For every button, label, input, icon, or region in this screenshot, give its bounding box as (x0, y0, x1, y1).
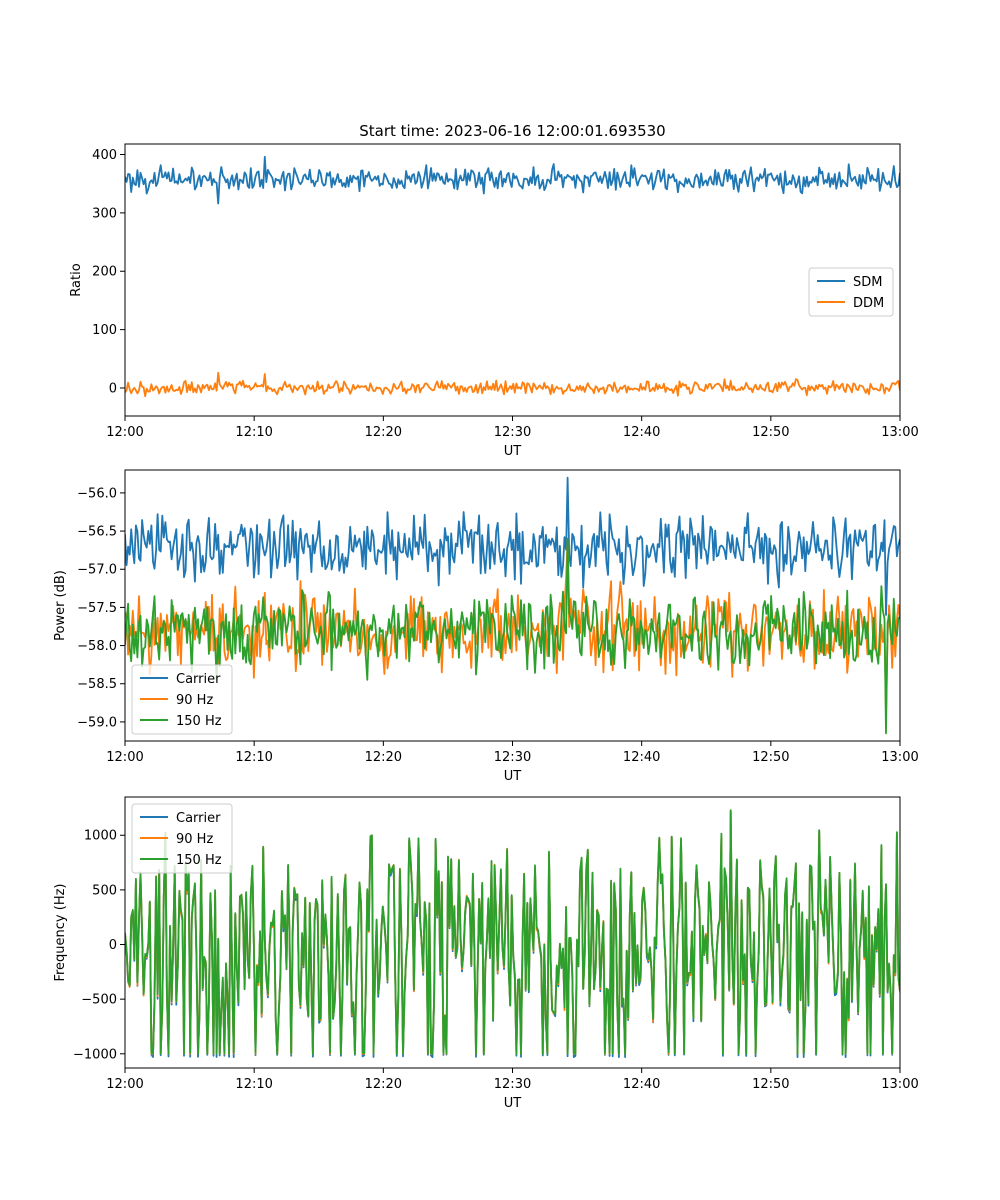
y-tick-label: −57.0 (77, 563, 117, 578)
x-tick-label: 13:00 (881, 1077, 918, 1092)
y-tick-label: 100 (92, 323, 117, 338)
x-tick-label: 12:00 (106, 425, 143, 440)
x-tick-label: 13:00 (881, 750, 918, 765)
y-tick-label: 400 (92, 148, 117, 163)
x-tick-label: 12:50 (752, 425, 789, 440)
y-tick-label: 500 (92, 883, 117, 898)
x-tick-label: 12:30 (494, 1077, 531, 1092)
series-line (125, 371, 900, 398)
x-tick-label: 12:30 (494, 425, 531, 440)
x-tick-label: 12:10 (235, 750, 272, 765)
y-tick-label: −56.0 (77, 486, 117, 501)
legend: Carrier 90 Hz 150 Hz (131, 664, 233, 735)
y-tick-label: −58.0 (77, 639, 117, 654)
y-tick-label: −500 (81, 993, 117, 1008)
x-tick-label: 12:20 (365, 750, 402, 765)
legend-label: 150 Hz (176, 853, 222, 868)
legend: SDM DDM (808, 267, 894, 317)
y-tick-label: 1000 (84, 829, 117, 844)
series-line (125, 155, 900, 205)
series-group (125, 476, 900, 735)
y-axis-label: Ratio (69, 263, 84, 296)
series-line (125, 537, 900, 719)
y-tick-label: 200 (92, 265, 117, 280)
legend-label: 90 Hz (176, 832, 213, 847)
chart-panel: 12:00 12:10 12:20 12:30 12:40 12:50 13:00 UT −59… (53, 469, 919, 784)
legend-box (131, 803, 233, 874)
x-tick-label: 12:10 (235, 425, 272, 440)
y-tick-label: −59.0 (77, 715, 117, 730)
y-tick-label: −1000 (73, 1047, 117, 1062)
x-tick-label: 12:00 (106, 1077, 143, 1092)
x-tick-label: 12:40 (623, 425, 660, 440)
y-tick-label: 300 (92, 206, 117, 221)
x-tick-label: 12:00 (106, 750, 143, 765)
series-group (125, 809, 900, 1058)
x-axis-label: UT (504, 1096, 522, 1111)
legend-label: Carrier (176, 811, 221, 826)
chart-panels: 12:00 12:10 12:20 12:30 12:40 12:50 13:00 UT 0 10… (53, 143, 919, 1111)
x-tick-label: 12:10 (235, 1077, 272, 1092)
series-line (125, 476, 900, 616)
legend-label: DDM (853, 296, 884, 311)
series-group (125, 155, 900, 398)
series-line (125, 537, 900, 735)
y-axis-label: Power (dB) (53, 570, 68, 641)
y-tick-label: −57.5 (77, 601, 117, 616)
x-tick-label: 12:20 (365, 425, 402, 440)
y-tick-label: 0 (109, 938, 117, 953)
x-tick-label: 12:50 (752, 750, 789, 765)
figure-title: Start time: 2023-06-16 12:00:01.693530 (359, 122, 665, 140)
legend: Carrier 90 Hz 150 Hz (131, 803, 233, 874)
x-tick-label: 12:20 (365, 1077, 402, 1092)
legend-box (131, 664, 233, 735)
series-line (125, 809, 900, 1055)
y-axis-label: Frequency (Hz) (53, 883, 68, 981)
chart-panel: 12:00 12:10 12:20 12:30 12:40 12:50 13:00 UT −10… (53, 796, 919, 1111)
legend-label: 90 Hz (176, 693, 213, 708)
y-tick-label: −56.5 (77, 525, 117, 540)
chart-panel: 12:00 12:10 12:20 12:30 12:40 12:50 13:00 UT 0 10… (69, 143, 919, 459)
legend-label: SDM (853, 275, 882, 290)
x-tick-label: 12:40 (623, 1077, 660, 1092)
x-tick-label: 13:00 (881, 425, 918, 440)
x-axis-label: UT (504, 769, 522, 784)
y-tick-label: −58.5 (77, 677, 117, 692)
x-tick-label: 12:50 (752, 1077, 789, 1092)
y-tick-label: 0 (109, 381, 117, 396)
legend-label: Carrier (176, 672, 221, 687)
x-axis-label: UT (504, 444, 522, 459)
legend-label: 150 Hz (176, 714, 222, 729)
x-tick-label: 12:30 (494, 750, 531, 765)
x-tick-label: 12:40 (623, 750, 660, 765)
